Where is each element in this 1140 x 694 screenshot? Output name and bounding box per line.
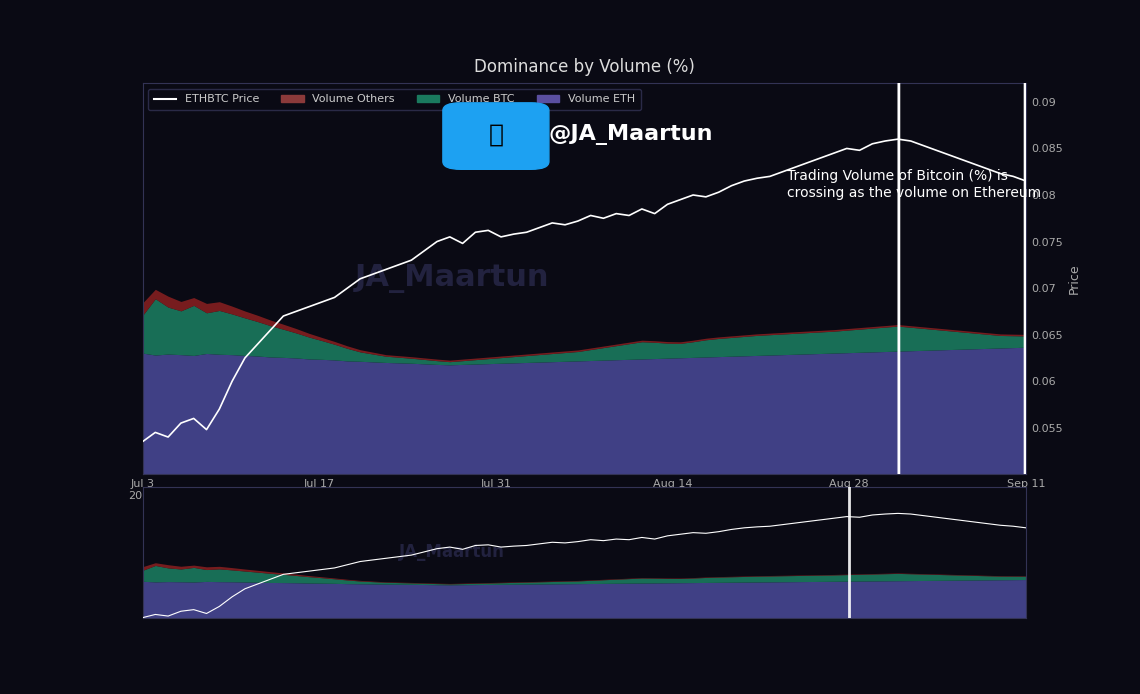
Text: @JA_Maartun: @JA_Maartun xyxy=(549,124,714,144)
Text: 🐦: 🐦 xyxy=(488,122,504,146)
FancyBboxPatch shape xyxy=(442,103,549,169)
Y-axis label: Price: Price xyxy=(1068,264,1081,294)
Title: Dominance by Volume (%): Dominance by Volume (%) xyxy=(474,58,694,76)
Legend: ETHBTC Price, Volume Others, Volume BTC, Volume ETH: ETHBTC Price, Volume Others, Volume BTC,… xyxy=(148,89,641,110)
Text: JA_Maartun: JA_Maartun xyxy=(355,264,549,294)
Text: JA_Maartun: JA_Maartun xyxy=(399,543,505,561)
Text: Trading Volume of Bitcoin (%) is
crossing as the volume on Ethereum: Trading Volume of Bitcoin (%) is crossin… xyxy=(788,169,1042,199)
